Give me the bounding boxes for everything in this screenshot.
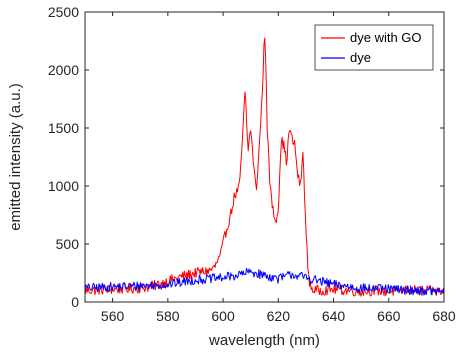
x-tick-label: 640 bbox=[322, 308, 346, 324]
x-tick-label: 660 bbox=[377, 308, 401, 324]
series-layer bbox=[84, 37, 445, 297]
y-tick-label: 1000 bbox=[48, 178, 79, 194]
plot-frame bbox=[84, 11, 445, 303]
series-line-dye-with-go bbox=[84, 37, 445, 297]
y-tick-label: 500 bbox=[56, 236, 80, 252]
x-tick-label: 600 bbox=[211, 308, 235, 324]
ticks-layer: 560 580 600 620 640 660 680 0 500 1000 1500 2000 250… bbox=[48, 4, 456, 324]
legend: dye with GO dye bbox=[314, 24, 434, 71]
y-tick-label: 2500 bbox=[48, 4, 79, 20]
y-axis-title: emitted intensity (a.u.) bbox=[7, 83, 24, 231]
x-tick-label: 560 bbox=[101, 308, 125, 324]
x-tick-label: 580 bbox=[156, 308, 180, 324]
legend-label-dye: dye bbox=[350, 50, 371, 65]
y-tick-label: 2000 bbox=[48, 62, 79, 78]
legend-box bbox=[314, 24, 434, 71]
y-tick-label: 1500 bbox=[48, 120, 79, 136]
legend-label-dye-with-go: dye with GO bbox=[350, 30, 422, 45]
x-tick-label: 680 bbox=[432, 308, 456, 324]
x-tick-label: 620 bbox=[267, 308, 291, 324]
y-tick-label: 0 bbox=[71, 294, 79, 310]
x-axis-title: wavelength (nm) bbox=[208, 332, 320, 349]
series-line-dye bbox=[84, 267, 445, 296]
